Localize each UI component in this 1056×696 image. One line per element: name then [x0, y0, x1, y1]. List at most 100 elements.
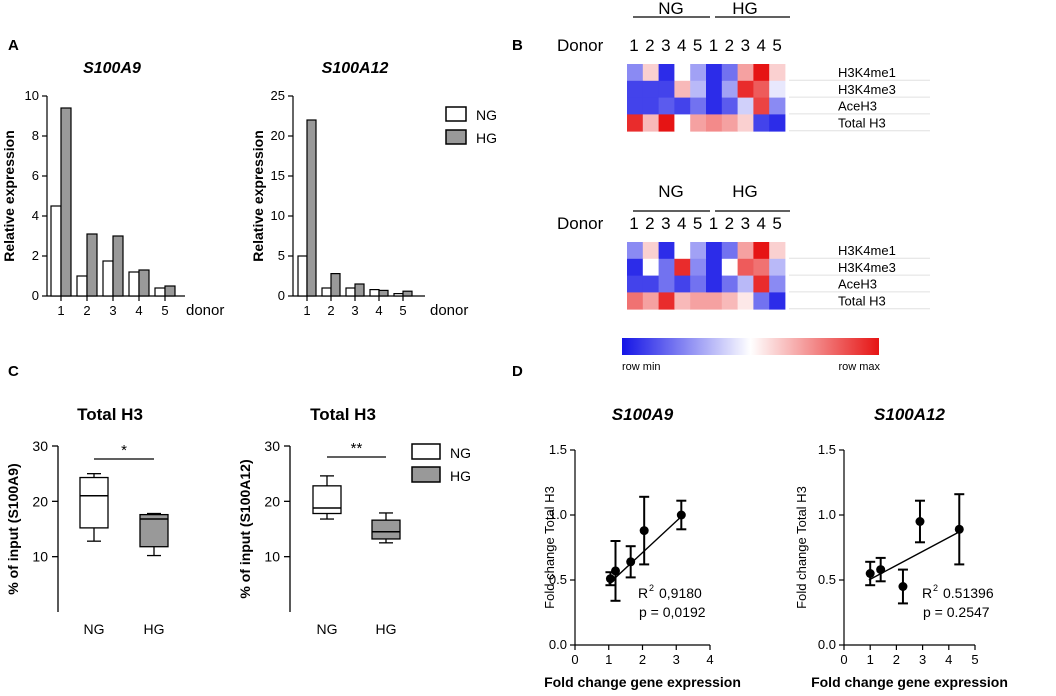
b1-cell-h3k4me3-ng4 — [674, 80, 691, 98]
b1-cell-aceh3-ng1 — [627, 97, 644, 115]
heatmap-2-donor-label: Donor — [557, 214, 604, 233]
d1-x-tick-label-0: 0 — [571, 652, 578, 667]
b1-cell-h3k4me3-ng3 — [658, 80, 675, 98]
b1-row-label-0: H3K4me1 — [838, 65, 896, 80]
d2-point-4 — [915, 517, 925, 526]
a1-x-tick-label-5: 5 — [161, 303, 168, 318]
b1-cell-h3k4me1-hg5 — [769, 64, 786, 82]
d1-x-tick-label-4: 4 — [706, 652, 713, 667]
a2-x-tick-label-3: 3 — [351, 303, 358, 318]
d1-x-tick-label-3: 3 — [673, 652, 680, 667]
c1-box-ng — [79, 476, 109, 529]
b2-row-label-1: H3K4me3 — [838, 260, 896, 275]
d2-x-tick-label-5: 5 — [971, 652, 978, 667]
heatmap-header-1: NG HG Donor — [557, 0, 790, 55]
c2-y-axis-label: % of input (S100A12) — [237, 459, 253, 598]
b1-donor-hg3: 3 — [741, 36, 750, 55]
a1-bar-ng-donor-4 — [128, 271, 140, 297]
a2-y-tick-label-5: 5 — [278, 248, 285, 263]
b2-cell-total-h3-hg1 — [706, 292, 723, 310]
b2-donor-hg3: 3 — [741, 214, 750, 233]
d2-point-1 — [865, 569, 875, 578]
c1-x-tick-label-hg: HG — [144, 621, 165, 637]
b2-cell-total-h3-ng4 — [674, 292, 691, 310]
a2-x-tick-label-4: 4 — [375, 303, 382, 318]
a1-y-tick-label-10: 10 — [25, 88, 39, 103]
b1-cell-h3k4me1-ng2 — [642, 64, 659, 82]
panel-letter-a: A — [8, 37, 19, 54]
d2-x-tick-label-3: 3 — [919, 652, 926, 667]
b2-cell-h3k4me3-hg4 — [753, 258, 770, 276]
b1-donor-ng2: 2 — [645, 36, 654, 55]
d2-point-5 — [954, 524, 964, 534]
d2-x-tick-label-0: 0 — [840, 652, 847, 667]
b1-cell-aceh3-hg3 — [737, 97, 754, 115]
d2-y-tick-label-1: 1.0 — [818, 507, 836, 522]
d1-r2-value: 0,9180 — [659, 585, 702, 601]
b1-cell-h3k4me3-ng2 — [642, 80, 659, 98]
a2-y-tick-label-15: 15 — [271, 168, 285, 183]
a1-x-tick-label-1: 1 — [57, 303, 64, 318]
b1-donor-ng5: 5 — [693, 36, 702, 55]
a1-x-axis-label: donor — [186, 302, 224, 319]
b2-cell-h3k4me1-ng3 — [658, 242, 675, 260]
b2-cell-aceh3-ng3 — [658, 275, 675, 293]
b2-cell-aceh3-hg3 — [737, 275, 754, 293]
b2-cell-h3k4me3-ng4 — [674, 258, 691, 276]
legend-hg-label: HG — [476, 130, 497, 146]
b2-donor-hg2: 2 — [725, 214, 734, 233]
b2-cell-total-h3-ng5 — [690, 292, 707, 310]
heatmap-color-scale — [622, 338, 879, 355]
panel-letter-d: D — [512, 363, 523, 380]
a2-bar-ng-donor-2 — [321, 287, 332, 297]
a2-x-tick-label-2: 2 — [327, 303, 334, 318]
b1-cell-total-h3-hg2 — [721, 114, 738, 132]
heatmap-2-group-hg: HG — [732, 182, 758, 201]
b2-cell-h3k4me1-ng5 — [690, 242, 707, 260]
b1-donor-hg4: 4 — [756, 36, 765, 55]
heatmap-2-group-ng: NG — [658, 182, 684, 201]
b2-cell-h3k4me3-ng3 — [658, 258, 675, 276]
c2-title: Total H3 — [310, 405, 376, 424]
d1-point-4 — [639, 526, 649, 536]
b2-cell-h3k4me1-hg2 — [721, 242, 738, 260]
b2-cell-total-h3-hg4 — [753, 292, 770, 310]
b1-cell-total-h3-ng1 — [627, 114, 644, 132]
b2-cell-aceh3-hg4 — [753, 275, 770, 293]
panel-letter-c: C — [8, 363, 19, 380]
b1-cell-h3k4me3-hg2 — [721, 80, 738, 98]
b1-cell-total-h3-ng2 — [642, 114, 659, 132]
a1-y-tick-label-2: 2 — [32, 248, 39, 263]
a2-bar-hg-donor-3 — [354, 283, 365, 297]
b2-donor-ng3: 3 — [661, 214, 670, 233]
a1-x-tick-label-4: 4 — [135, 303, 142, 318]
a2-bar-hg-donor-1 — [306, 119, 317, 297]
heatmap-1-group-ng: NG — [658, 0, 684, 18]
d2-y-tick-label-0.5: 0.5 — [818, 572, 836, 587]
b1-donor-ng1: 1 — [629, 36, 638, 55]
b1-row-label-1: H3K4me3 — [838, 82, 896, 97]
b1-cell-aceh3-hg2 — [721, 97, 738, 115]
a1-y-tick-label-0: 0 — [32, 288, 39, 303]
a2-y-tick-label-20: 20 — [271, 128, 285, 143]
b1-cell-h3k4me3-hg1 — [706, 80, 723, 98]
b2-cell-total-h3-hg5 — [769, 292, 786, 310]
b2-cell-aceh3-ng2 — [642, 275, 659, 293]
d2-point-3 — [898, 582, 908, 591]
b1-donor-ng4: 4 — [677, 36, 686, 55]
b2-cell-aceh3-hg5 — [769, 275, 786, 293]
b1-cell-h3k4me3-hg3 — [737, 80, 754, 98]
d2-x-tick-label-1: 1 — [867, 652, 874, 667]
d1-x-tick-label-2: 2 — [639, 652, 646, 667]
b1-cell-aceh3-ng4 — [674, 97, 691, 115]
heatmap-1-group-hg: HG — [732, 0, 758, 18]
b1-cell-total-h3-hg3 — [737, 114, 754, 132]
d2-x-tick-label-2: 2 — [893, 652, 900, 667]
a1-bar-hg-donor-5 — [164, 285, 176, 297]
a2-y-tick-label-25: 25 — [271, 88, 285, 103]
d1-point-5 — [676, 510, 686, 520]
bar-legend: NG HG — [445, 106, 497, 146]
d2-p-value: p = 0.2547 — [923, 604, 990, 620]
b2-donor-ng1: 1 — [629, 214, 638, 233]
legend-ng-swatch — [445, 106, 467, 122]
